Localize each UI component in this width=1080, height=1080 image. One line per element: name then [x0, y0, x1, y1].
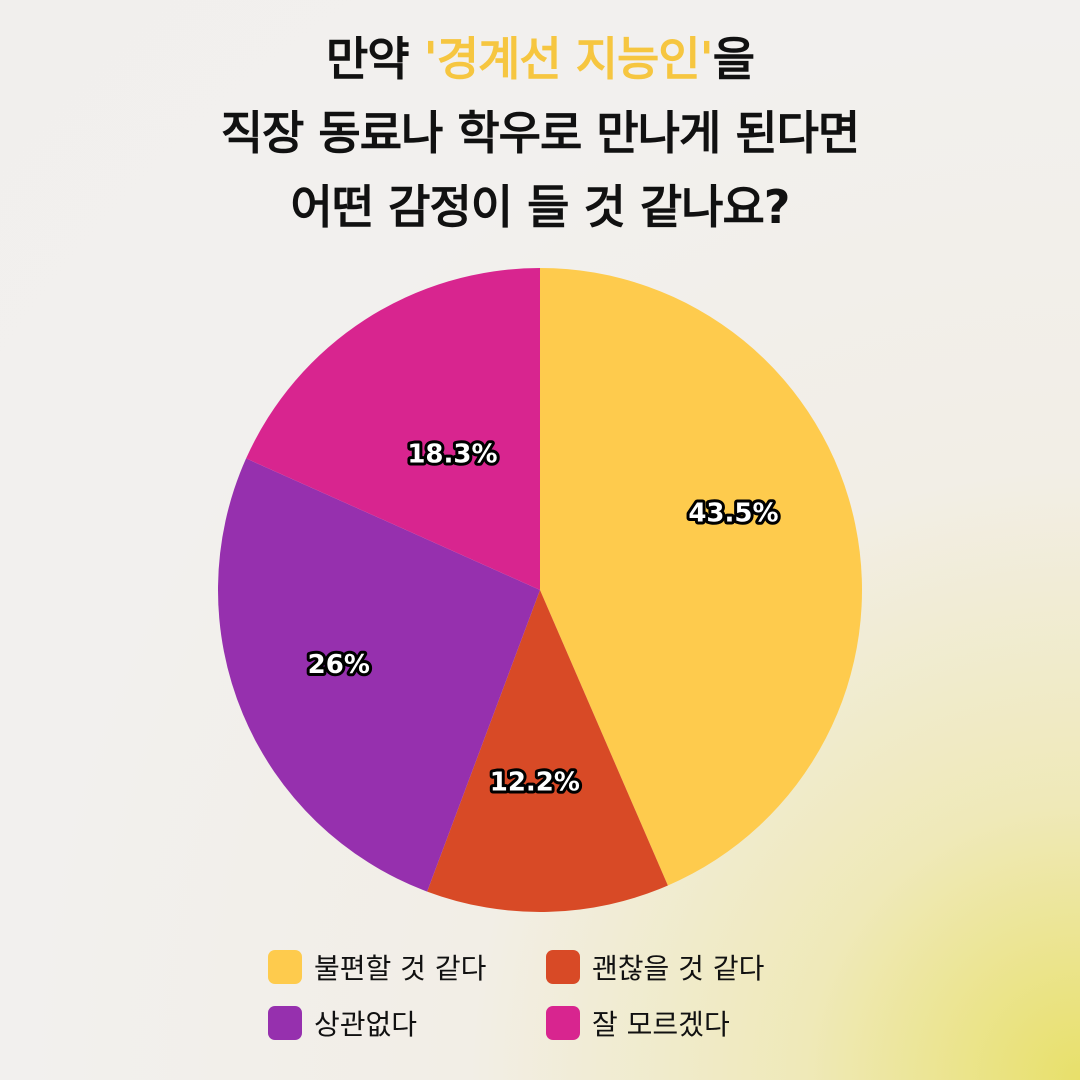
pie-slice-1 [540, 268, 862, 886]
legend-swatch [546, 950, 580, 984]
pie-slice-3 [217, 458, 540, 892]
legend-label: 괜찮을 것 같다 [592, 952, 765, 985]
legend-swatch [268, 1006, 302, 1040]
title-line-3: 어떤 감정이 들 것 같나요? [290, 180, 791, 234]
title-highlight: '경계선 지능인' [423, 32, 714, 86]
slice-value-label-3: 26% [308, 650, 370, 680]
legend-swatch [546, 1006, 580, 1040]
legend-item-2: 괜찮을 것 같다 [546, 950, 816, 985]
legend-item-4: 잘 모르겠다 [546, 1006, 816, 1041]
pie-slice-4 [246, 268, 540, 590]
slice-value-label-4: 18.3% [407, 439, 497, 469]
slice-value-label-2: 12.2% [490, 768, 580, 798]
slice-value-label-1: 43.5% [688, 499, 778, 529]
legend-label: 잘 모르겠다 [592, 1008, 730, 1041]
title-suffix: 을 [712, 32, 755, 86]
legend-item-1: 불편할 것 같다 [268, 950, 546, 985]
title-line-1: 만약 '경계선 지능인'을 [0, 22, 1080, 96]
legend-label: 불편할 것 같다 [314, 952, 487, 985]
title-prefix: 만약 [325, 32, 424, 86]
legend-label: 상관없다 [314, 1008, 418, 1041]
legend-swatch [268, 950, 302, 984]
pie-slice-2 [427, 590, 668, 912]
chart-title: 만약 '경계선 지능인'을 직장 동료나 학우로 만나게 된다면 어떤 감정이 … [0, 22, 1080, 244]
legend-item-3: 상관없다 [268, 1006, 546, 1041]
title-line-2: 직장 동료나 학우로 만나게 된다면 [220, 106, 861, 160]
